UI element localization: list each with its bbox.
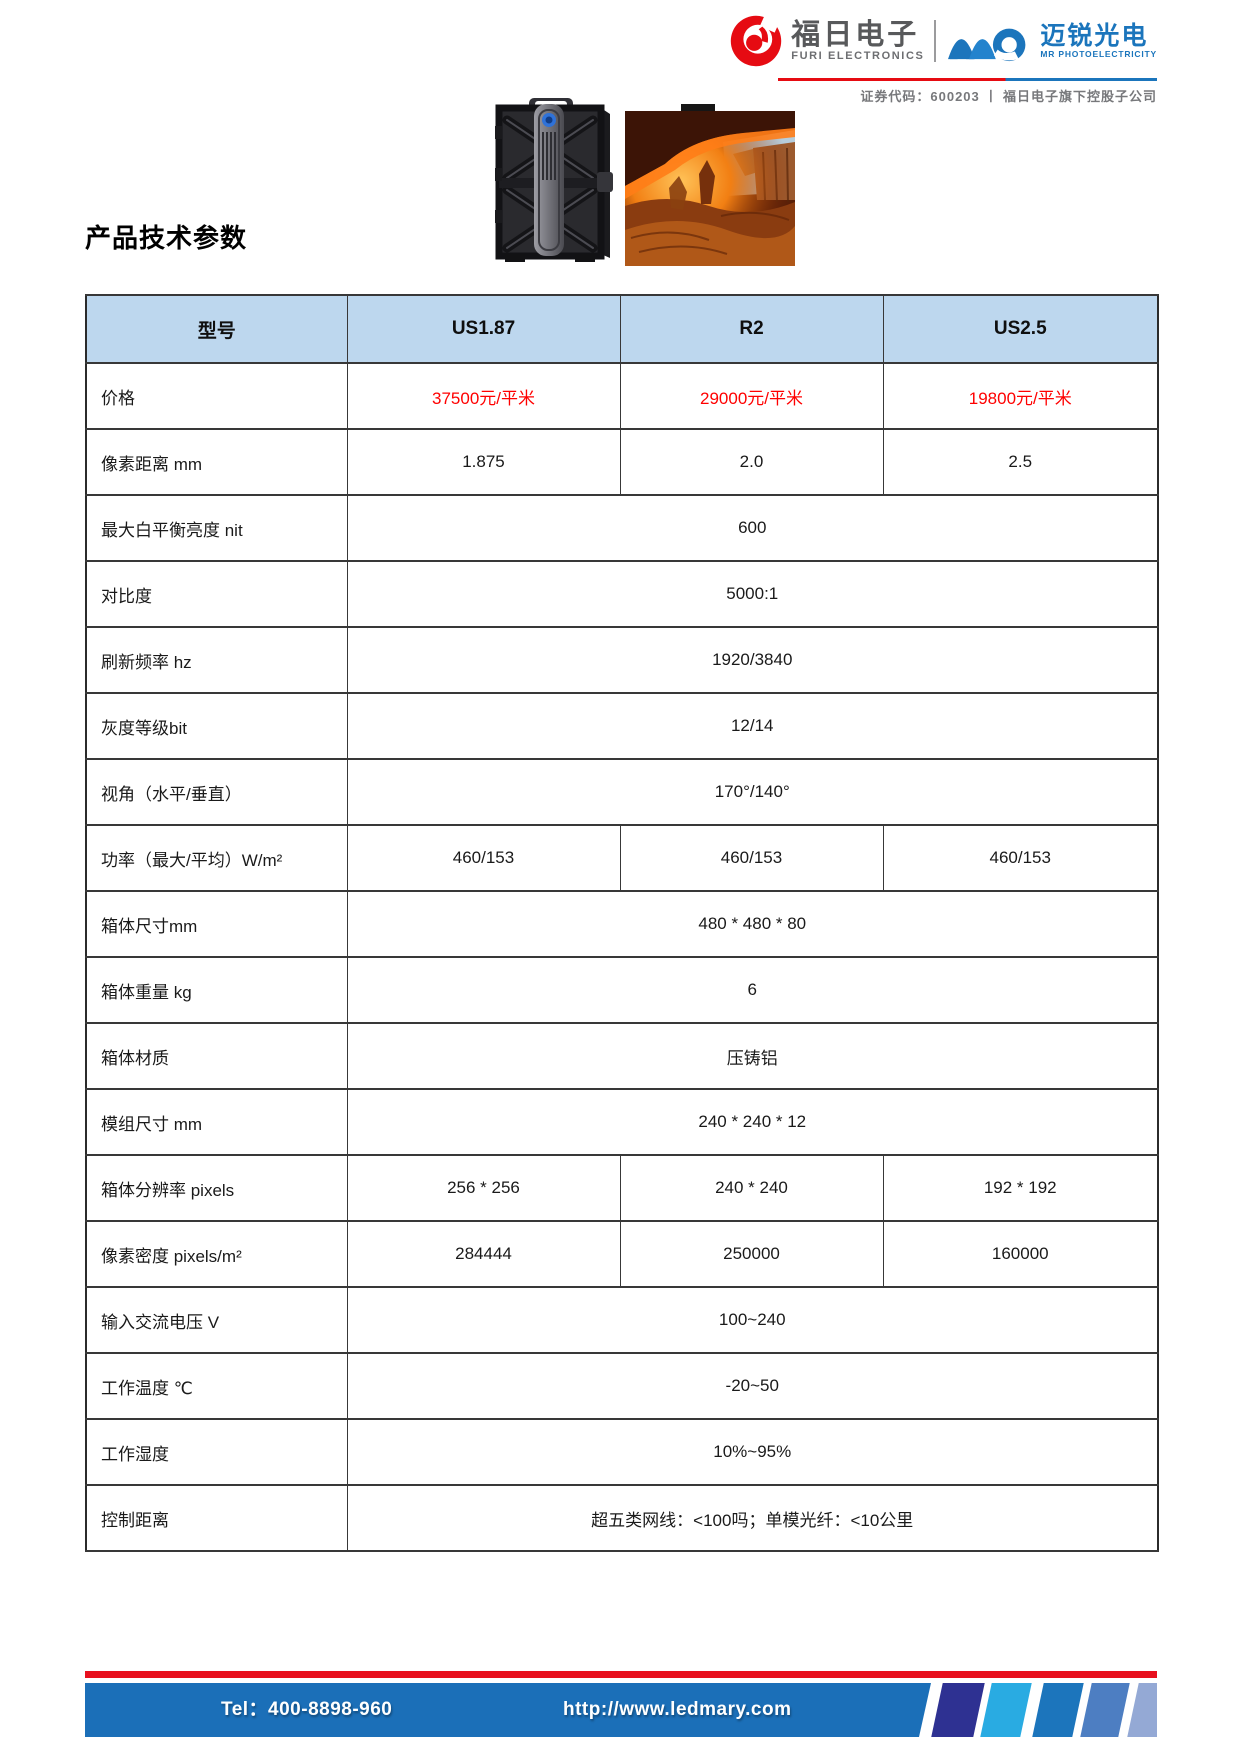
brand-divider — [934, 20, 937, 62]
spec-value: 240 * 240 — [619, 1154, 884, 1222]
spec-value-merged: 1920/3840 — [346, 626, 1159, 694]
spec-label: 刷新频率 hz — [85, 626, 348, 694]
column-header: US1.87 — [346, 294, 621, 364]
brand-logo-row: 福日电子 FURI ELECTRONICS 迈锐光电 MR PHOTOELECT… — [729, 14, 1157, 68]
spec-value-merged: 10%~95% — [346, 1418, 1159, 1486]
spec-table: 型号 US1.87 R2 US2.5 价格 37500元/平米 29000元/平米 1980… — [85, 294, 1159, 1552]
spec-value-merged: 12/14 — [346, 692, 1159, 760]
table-row: 对比度 5000:1 — [85, 560, 1159, 628]
footer-website-url: http://www.ledmary.com — [563, 1699, 792, 1720]
spec-label: 功率（最大/平均）W/m² — [85, 824, 348, 892]
table-row: 箱体分辨率 pixels 256 * 256 240 * 240 192 * 192 — [85, 1154, 1159, 1222]
spec-value: 2.0 — [619, 428, 884, 496]
spec-label: 工作湿度 — [85, 1418, 348, 1486]
spec-value-merged: -20~50 — [346, 1352, 1159, 1420]
spec-value: 160000 — [882, 1220, 1159, 1288]
spec-value: 460/153 — [882, 824, 1159, 892]
spec-value: 192 * 192 — [882, 1154, 1159, 1222]
footer-stripe — [1032, 1683, 1084, 1737]
spec-value-merged: 6 — [346, 956, 1159, 1024]
table-header-row: 型号 US1.87 R2 US2.5 — [85, 294, 1159, 364]
table-row: 像素距离 mm 1.875 2.0 2.5 — [85, 428, 1159, 496]
spec-value: 250000 — [619, 1220, 884, 1288]
spec-label: 箱体材质 — [85, 1022, 348, 1090]
brand-tagline: 证券代码：600203 丨 福日电子旗下控股子公司 — [860, 89, 1157, 104]
table-row: 箱体材质 压铸铝 — [85, 1022, 1159, 1090]
spec-label: 灰度等级bit — [85, 692, 348, 760]
furi-logo-icon — [731, 14, 783, 67]
table-row: 灰度等级bit 12/14 — [85, 692, 1159, 760]
spec-value-merged: 超五类网线：<100吗；单模光纤：<10公里 — [346, 1484, 1159, 1552]
table-row: 控制距离 超五类网线：<100吗；单模光纤：<10公里 — [85, 1484, 1159, 1552]
footer-stripe — [1080, 1683, 1130, 1737]
spec-value: 460/153 — [346, 824, 621, 892]
table-row: 工作湿度 10%~95% — [85, 1418, 1159, 1486]
table-row: 工作温度 ℃ -20~50 — [85, 1352, 1159, 1420]
spec-label: 最大白平衡亮度 nit — [85, 494, 348, 562]
furi-name-en: FURI ELECTRONICS — [791, 50, 925, 63]
spec-value-merged: 100~240 — [346, 1286, 1159, 1354]
column-header: US2.5 — [882, 294, 1159, 364]
spec-value: 37500元/平米 — [346, 362, 621, 430]
footer-stripe — [980, 1683, 1032, 1737]
footer-telephone: Tel：400-8898-960 — [221, 1699, 393, 1720]
footer-red-bar — [85, 1671, 1157, 1678]
footer-stripe — [1127, 1683, 1157, 1737]
spec-table-head: 型号 US1.87 R2 US2.5 — [85, 294, 1159, 364]
table-row: 箱体尺寸mm 480 * 480 * 80 — [85, 890, 1159, 958]
spec-label: 箱体分辨率 pixels — [85, 1154, 348, 1222]
table-row: 输入交流电压 V 100~240 — [85, 1286, 1159, 1354]
spec-value-merged: 240 * 240 * 12 — [346, 1088, 1159, 1156]
spec-value: 2.5 — [882, 428, 1159, 496]
spec-value: 284444 — [346, 1220, 621, 1288]
page-footer: Tel：400-8898-960 http://www.ledmary.com — [85, 1671, 1157, 1739]
spec-value: 19800元/平米 — [882, 362, 1159, 430]
spec-label: 像素距离 mm — [85, 428, 348, 496]
footer-stripe — [931, 1683, 985, 1737]
mr-name-en: MR PHOTOELECTRICITY — [1040, 49, 1157, 60]
brand-header: 福日电子 FURI ELECTRONICS 迈锐光电 MR PHOTOELECT… — [690, 14, 1157, 114]
spec-value: 1.875 — [346, 428, 621, 496]
table-row: 像素密度 pixels/m² 284444 250000 160000 — [85, 1220, 1159, 1288]
table-row: 最大白平衡亮度 nit 600 — [85, 494, 1159, 562]
spec-value-merged: 5000:1 — [346, 560, 1159, 628]
table-row: 功率（最大/平均）W/m² 460/153 460/153 460/153 — [85, 824, 1159, 892]
spec-label: 模组尺寸 mm — [85, 1088, 348, 1156]
column-header-model: 型号 — [85, 294, 348, 364]
spec-value-merged: 170°/140° — [346, 758, 1159, 826]
footer-blue-bar: Tel：400-8898-960 http://www.ledmary.com — [85, 1683, 931, 1737]
table-row: 刷新频率 hz 1920/3840 — [85, 626, 1159, 694]
product-image-screen-front — [625, 104, 795, 266]
table-row: 箱体重量 kg 6 — [85, 956, 1159, 1024]
mr-brand-text: 迈锐光电 MR PHOTOELECTRICITY — [1040, 21, 1157, 60]
mr-wave-logo-icon — [948, 28, 1026, 62]
spec-value-merged: 600 — [346, 494, 1159, 562]
product-image-cabinet-rear — [495, 98, 613, 262]
spec-label: 箱体尺寸mm — [85, 890, 348, 958]
spec-label: 对比度 — [85, 560, 348, 628]
spec-label: 视角（水平/垂直） — [85, 758, 348, 826]
spec-value: 460/153 — [619, 824, 884, 892]
spec-value-merged: 480 * 480 * 80 — [346, 890, 1159, 958]
page-title: 产品技术参数 — [85, 223, 248, 253]
table-row: 模组尺寸 mm 240 * 240 * 12 — [85, 1088, 1159, 1156]
spec-label: 价格 — [85, 362, 348, 430]
spec-label: 控制距离 — [85, 1484, 348, 1552]
table-row: 价格 37500元/平米 29000元/平米 19800元/平米 — [85, 362, 1159, 430]
spec-label: 像素密度 pixels/m² — [85, 1220, 348, 1288]
spec-label: 箱体重量 kg — [85, 956, 348, 1024]
brand-gradient-line — [778, 78, 1157, 81]
mr-name-cn: 迈锐光电 — [1040, 21, 1149, 50]
table-row: 视角（水平/垂直） 170°/140° — [85, 758, 1159, 826]
spec-label: 输入交流电压 V — [85, 1286, 348, 1354]
column-header: R2 — [619, 294, 884, 364]
furi-name-cn: 福日电子 — [791, 18, 920, 51]
spec-value: 29000元/平米 — [619, 362, 884, 430]
spec-value-merged: 压铸铝 — [346, 1022, 1159, 1090]
spec-table-body: 价格 37500元/平米 29000元/平米 19800元/平米 像素距离 mm 1.87… — [85, 362, 1159, 1552]
furi-brand-text: 福日电子 FURI ELECTRONICS — [791, 18, 925, 63]
spec-label: 工作温度 ℃ — [85, 1352, 348, 1420]
spec-value: 256 * 256 — [346, 1154, 621, 1222]
